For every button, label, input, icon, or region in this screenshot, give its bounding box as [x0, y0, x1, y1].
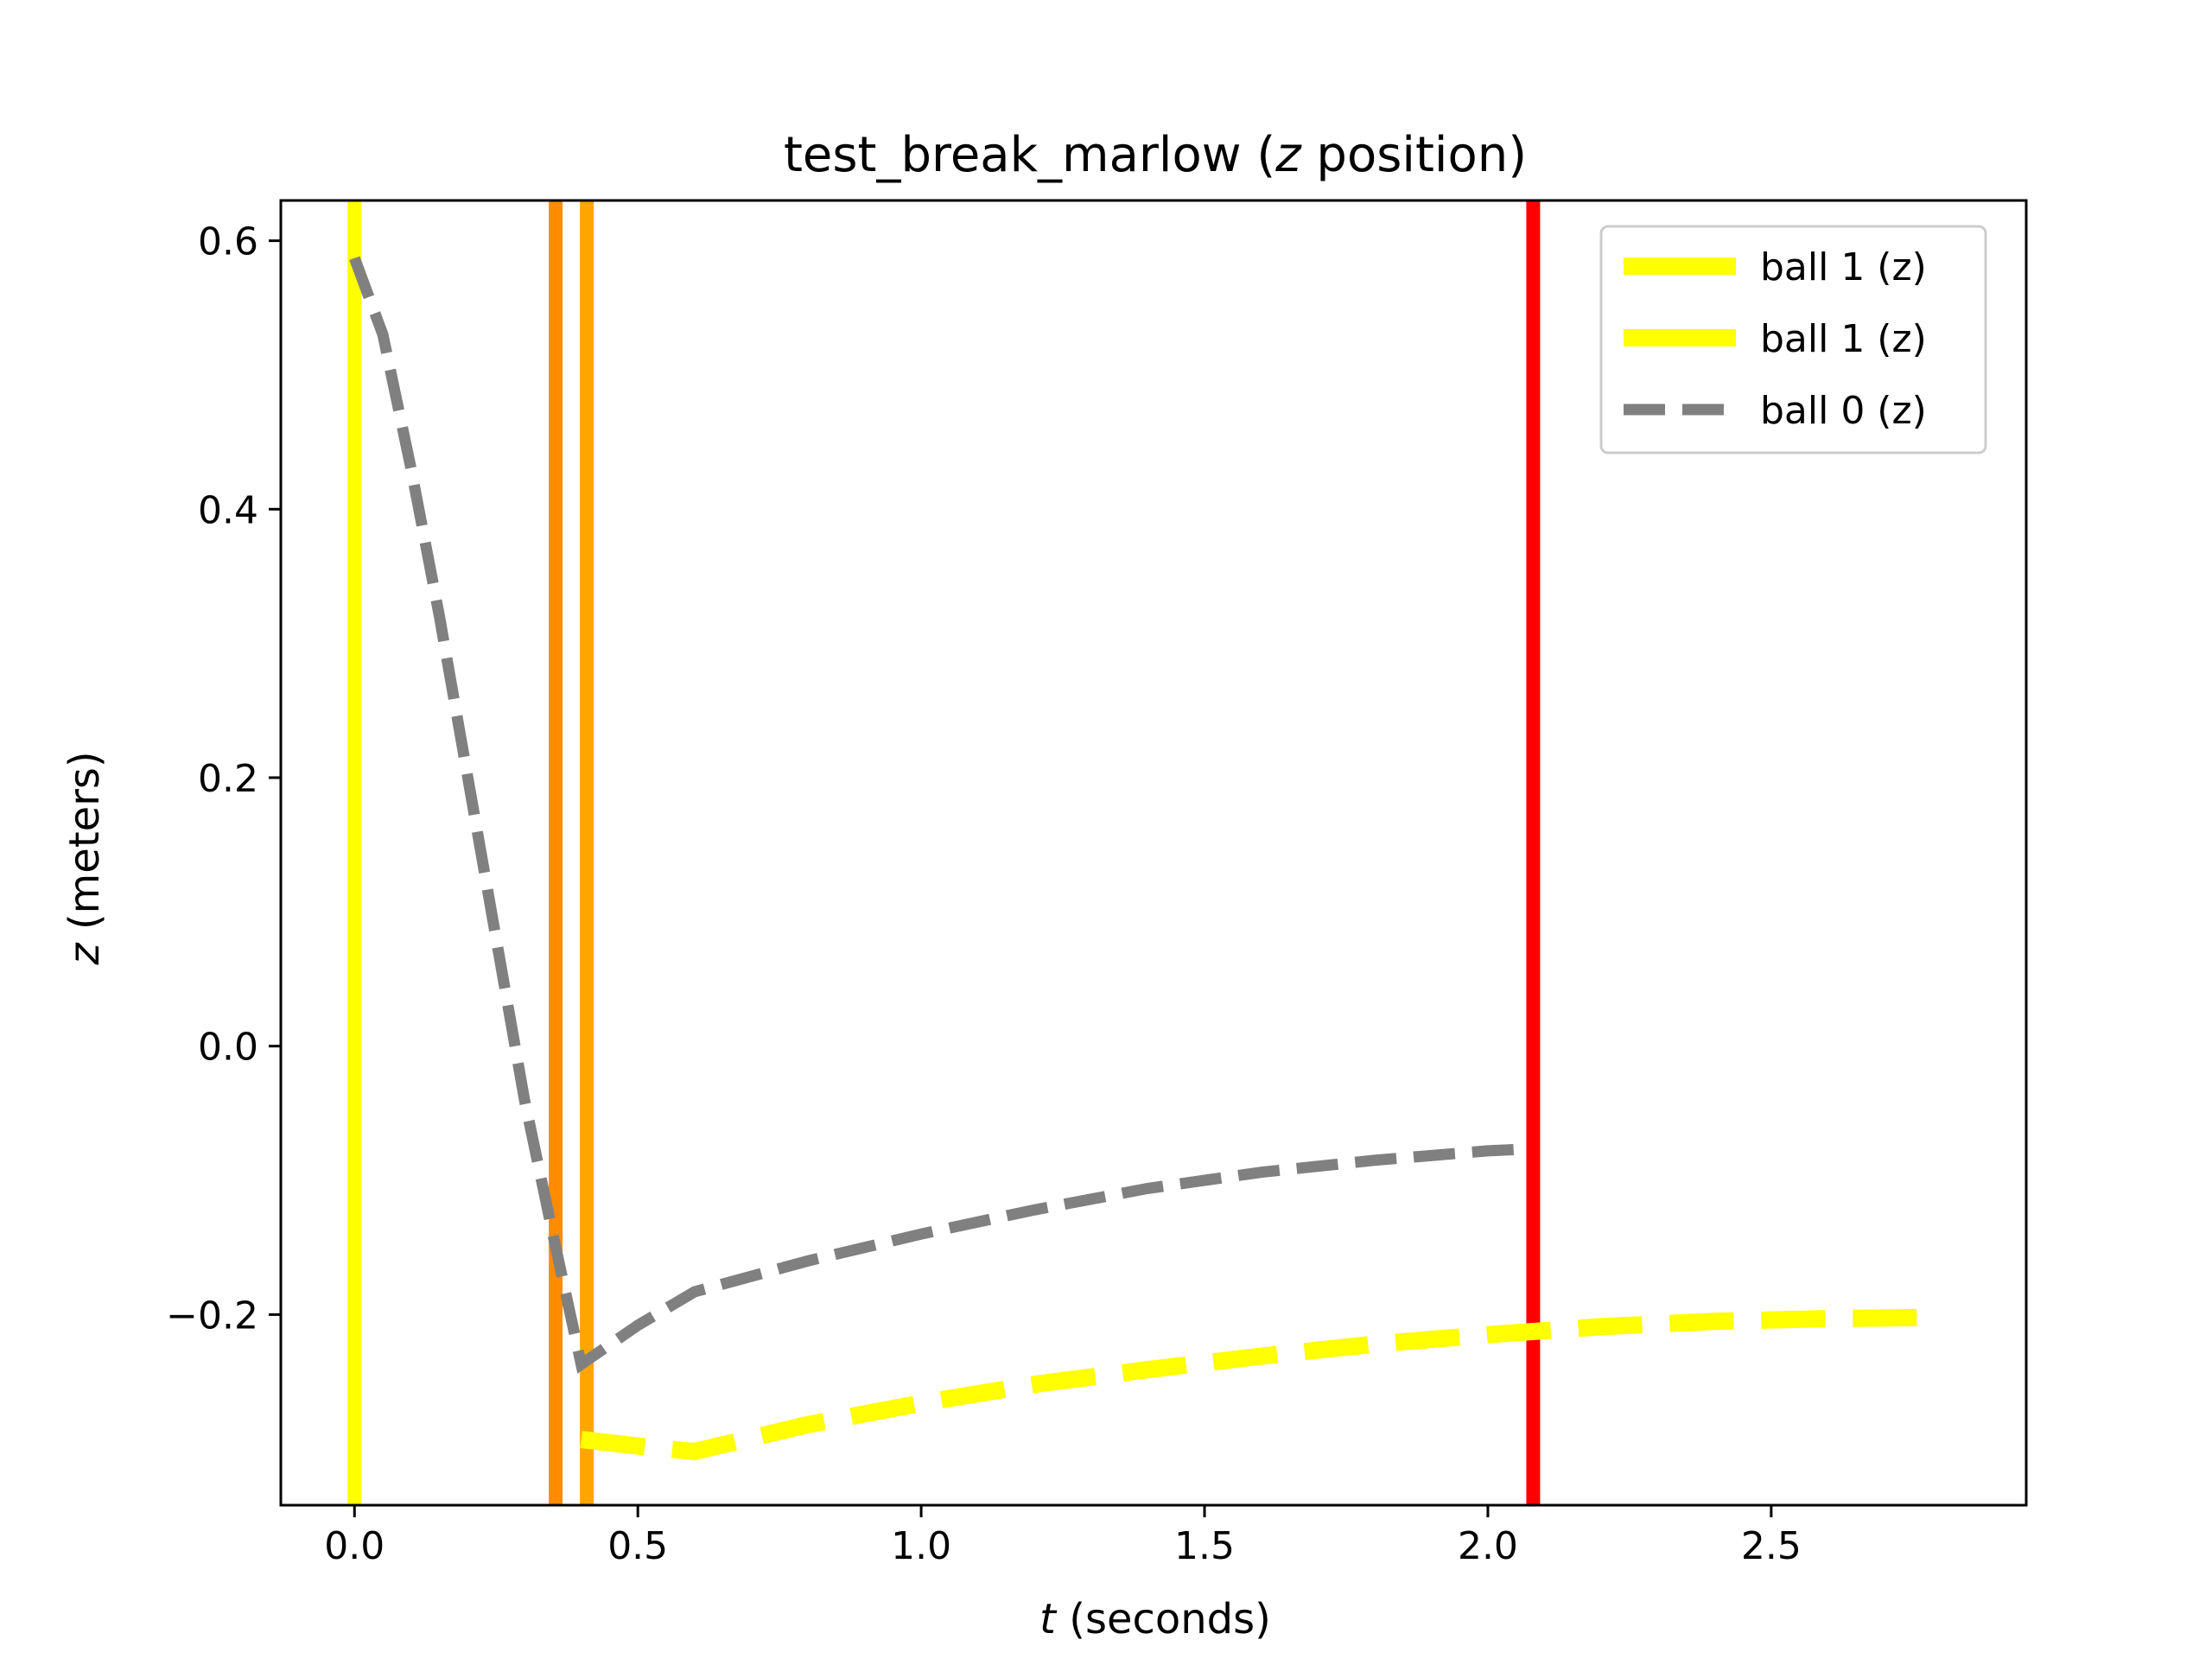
y-axis-label-tail: (meters) [60, 751, 109, 943]
y-axis-label-var: z [60, 942, 109, 966]
legend-label: ball 0 (z) [1760, 389, 1927, 433]
title-main: test_break_marlow ( [784, 127, 1275, 183]
y-tick-label: 0.0 [198, 1026, 258, 1070]
x-axis-label-var: t [1039, 1595, 1058, 1643]
legend: ball 1 (z) ball 1 (z) ball 0 (z) [1599, 225, 1987, 454]
x-tick-label: 0.0 [324, 1524, 385, 1568]
x-tick-label: 0.5 [607, 1524, 668, 1568]
y-tick-label: 0.4 [198, 488, 258, 532]
axes: 0.0 0.5 1.0 1.5 2.0 2.5 −0.2 0.0 0.2 0.4 0.6 [166, 199, 2028, 1568]
legend-box [1599, 225, 1987, 454]
legend-label: ball 1 (z) [1760, 245, 1927, 289]
series-line-1 [580, 1308, 1942, 1461]
legend-label: ball 1 (z) [1760, 317, 1927, 361]
svg-text:z (meters): z (meters) [60, 751, 109, 965]
plot-content [347, 200, 1942, 1505]
x-tick-label: 2.5 [1741, 1524, 1802, 1568]
x-tick-label: 1.0 [891, 1524, 951, 1568]
y-tick-label: 0.6 [198, 220, 258, 264]
y-tick-label: 0.2 [198, 757, 258, 801]
y-tick-label: −0.2 [166, 1294, 258, 1338]
x-tick-label: 1.5 [1174, 1524, 1235, 1568]
title: test_break_marlow (z position) [784, 127, 1527, 183]
title-tail: position) [1301, 127, 1527, 183]
x-axis-label-tail: (seconds) [1056, 1595, 1271, 1643]
y-axis-label: z (meters) [60, 751, 109, 965]
series-line-2 [349, 256, 1517, 1374]
x-axis-label: t (seconds) [1039, 1595, 1271, 1643]
title-var: z [1274, 127, 1302, 183]
axes-frame [279, 199, 2028, 1507]
x-tick-label: 2.0 [1458, 1524, 1518, 1568]
svg-text:test_break_marlow (z position): test_break_marlow (z position) [784, 127, 1527, 183]
svg-text:t (seconds): t (seconds) [1039, 1595, 1271, 1643]
